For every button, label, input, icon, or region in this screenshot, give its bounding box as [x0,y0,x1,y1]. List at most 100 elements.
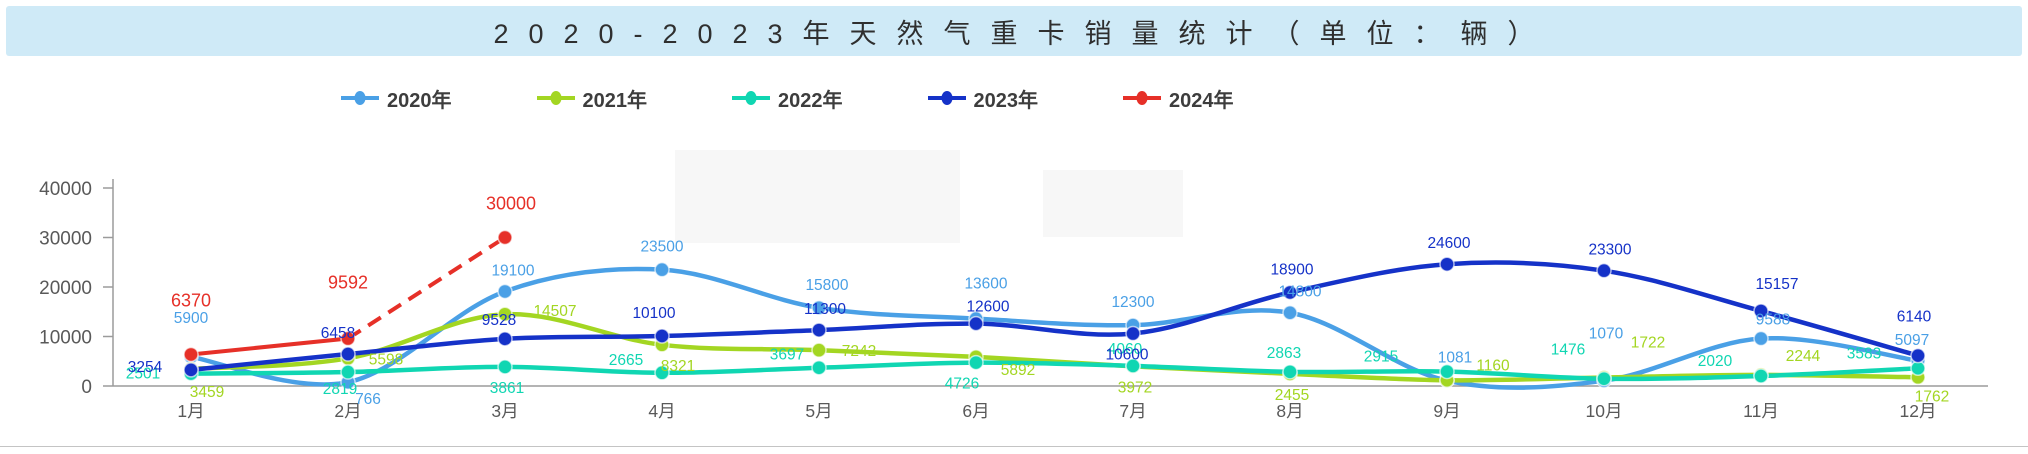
x-axis-label: 1月 [177,401,204,421]
x-axis-label: 9月 [1433,401,1460,421]
legend-label: 2020年 [387,89,452,112]
data-point-2021年-3月 [497,306,513,322]
data-label-2024年-3月: 30000 [486,194,536,214]
data-label-2023年-6月: 12600 [966,299,1009,316]
data-label-2021年-11月: 2244 [1786,348,1821,365]
data-point-2020年-11月 [1753,330,1769,347]
y-axis-label: 40000 [39,179,92,200]
data-point-2022年-4月 [654,365,670,381]
series-segment-2024年 [190,336,349,357]
data-label-2022年-4月: 2665 [609,352,643,369]
x-axis-label: 10月 [1586,401,1623,421]
y-axis-label: 10000 [39,328,92,349]
legend-item-2021年[interactable]: 2021年 [536,84,648,113]
data-label-2023年-9月: 24600 [1427,235,1470,252]
data-label-2022年-1月: 2501 [126,366,160,383]
title-bar: 2020-2023年天然气重卡销量统计（单位：辆） [6,6,2022,56]
data-label-2020年-9月: 1081 [1438,350,1472,367]
data-point-2022年-11月 [1753,368,1769,384]
legend-label: 2024年 [1169,89,1234,112]
data-point-2022年-12月 [1910,360,1926,377]
legend-marker-icon [536,91,575,105]
data-point-2023年-12月 [1910,347,1926,364]
x-axis-label: 7月 [1119,401,1146,421]
y-axis-label: 20000 [39,278,92,299]
data-label-2022年-9月: 2915 [1364,349,1398,366]
data-point-2022年-9月 [1439,363,1455,380]
data-label-2021年-1月: 3459 [190,384,224,401]
legend-item-2022年[interactable]: 2022年 [731,84,843,113]
data-label-2021年-5月: 7242 [842,343,876,360]
data-label-2023年-8月: 18900 [1270,261,1313,278]
data-point-2024年-2月 [340,330,356,347]
data-point-2024年-3月 [497,229,513,246]
data-label-2022年-3月: 3861 [490,380,524,397]
data-point-2020年-4月 [654,261,670,278]
data-point-2023年-8月 [1282,284,1298,301]
data-label-2020年-10月: 1070 [1589,326,1624,343]
legend-item-2024年[interactable]: 2024年 [1122,84,1234,113]
data-label-2020年-6月: 13600 [964,276,1007,293]
x-axis-label: 2月 [334,401,361,421]
data-label-2023年-4月: 10100 [632,305,675,322]
data-point-2022年-3月 [497,359,513,375]
data-label-2020年-11月: 9588 [1756,312,1790,329]
data-point-2024年-1月 [183,346,199,363]
data-label-2022年-8月: 2863 [1267,345,1301,362]
y-axis-label: 0 [81,377,92,398]
legend-label: 2021年 [582,89,648,112]
data-label-2022年-7月: 4060 [1108,341,1143,358]
series-line-2022年 [188,360,1921,382]
data-point-2023年-1月 [183,362,199,378]
data-label-2021年-10月: 1722 [1631,334,1665,351]
x-axis-label: 11月 [1743,401,1779,421]
data-point-2020年-5月 [811,300,827,316]
sales-line-chart: 0 10000 20000 30000 40000 1月 2月 3月 4月 5月 6月 7月 8月 9月 1… [0,179,2028,447]
data-label-2023年-5月: 11300 [804,301,846,318]
data-point-2023年-6月 [968,315,984,332]
data-label-2021年-4月: 8321 [661,358,695,375]
data-label-2022年-2月: 2819 [323,381,357,398]
data-label-2022年-10月: 1476 [1551,342,1585,359]
data-label-2021年-6月: 5892 [1001,362,1035,379]
series-segment-2024年 [346,235,507,341]
data-label-2020年-3月: 19100 [491,262,534,279]
data-label-2023年-7月: 10600 [1105,347,1148,364]
watermark-patch [675,150,960,243]
legend-item-2023年[interactable]: 2023年 [927,84,1038,113]
data-label-2023年-12月: 6140 [1897,309,1932,326]
data-point-2022年-7月 [1125,358,1141,374]
data-label-2022年-6月: 4726 [945,376,979,393]
legend-marker-icon [341,91,379,105]
data-label-2022年-12月: 3583 [1847,345,1881,362]
data-point-2022年-8月 [1282,364,1298,380]
legend-marker-icon [732,91,770,105]
data-point-2023年-10月 [1596,262,1612,279]
data-label-2021年-9月: 1160 [1476,357,1510,374]
legend-item-2020年[interactable]: 2020年 [340,84,452,113]
legend-label: 2022年 [778,89,843,112]
data-label-2023年-1月: 3254 [128,359,163,376]
x-axis-label: 3月 [491,401,518,421]
page-title: 2020-2023年天然气重卡销量统计（单位：辆） [493,18,1555,49]
data-point-2022年-10月 [1596,370,1612,387]
data-label-2021年-2月: 5598 [369,351,403,368]
data-point-2021年-5月 [811,342,827,358]
data-point-2022年-2月 [340,364,356,380]
data-point-2022年-5月 [811,359,827,376]
series-line-2023年 [188,260,1921,373]
data-point-2023年-3月 [497,331,513,347]
data-point-2020年-3月 [497,283,513,300]
x-axis-label: 5月 [805,401,832,421]
data-point-2022年-6月 [968,354,984,371]
data-label-2021年-3月: 14507 [533,303,576,320]
data-label-2022年-11月: 2020 [1698,353,1733,370]
data-label-2021年-12月: 1762 [1915,388,1949,405]
data-label-2020年-8月: 14800 [1278,284,1321,301]
data-point-2023年-7月 [1125,325,1141,342]
data-label-2021年-8月: 2455 [1275,387,1309,404]
data-label-2020年-2月: 766 [355,391,381,408]
data-label-2023年-11月: 15157 [1755,276,1798,293]
x-axis-label: 6月 [962,401,989,421]
